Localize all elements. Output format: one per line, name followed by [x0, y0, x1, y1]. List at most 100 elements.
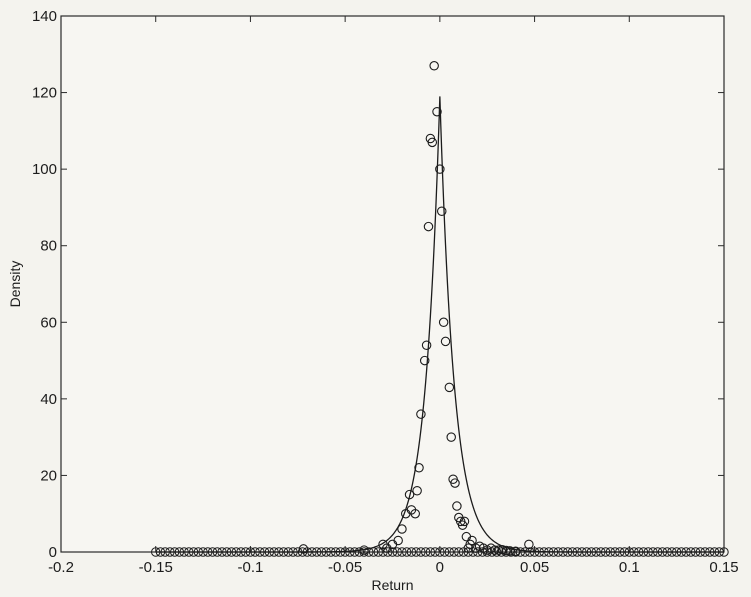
y-tick-label: 140 — [32, 8, 57, 25]
data-point — [490, 545, 500, 555]
baseline-marker — [558, 547, 568, 557]
baseline-marker — [397, 547, 407, 557]
plot-area-frame — [60, 15, 725, 553]
baseline-marker — [217, 547, 227, 557]
baseline-marker — [354, 547, 365, 557]
tick-labels: -0.2 -0.15 -0.1 -0.05 0 0.05 0.1 0.15 0 20 40 60 80 1… — [32, 8, 739, 576]
baseline-marker — [662, 547, 672, 557]
x-tick-label: -0.1 — [237, 559, 263, 576]
baseline-marker — [160, 547, 170, 557]
baseline-marker — [435, 547, 445, 557]
baseline-marker — [283, 547, 294, 557]
y-tick-label: 120 — [32, 85, 57, 102]
x-tick-label: -0.15 — [139, 559, 173, 576]
baseline-marker — [690, 547, 701, 557]
baseline-marker — [695, 547, 706, 557]
baseline-marker — [449, 547, 459, 557]
baseline-marker — [345, 547, 355, 557]
data-point — [429, 61, 439, 71]
baseline-marker — [586, 547, 597, 557]
baseline-marker — [340, 547, 350, 557]
data-point — [412, 485, 422, 496]
baseline-marker — [321, 547, 331, 557]
baseline-marker — [151, 547, 161, 557]
data-markers — [151, 61, 729, 557]
data-point — [421, 340, 432, 351]
baseline-marker — [563, 547, 573, 557]
baseline-marker — [312, 547, 322, 557]
baseline-marker — [657, 547, 668, 557]
fit-line — [155, 96, 724, 553]
data-point — [416, 409, 426, 419]
baseline-marker — [667, 547, 677, 557]
baseline-marker — [293, 547, 303, 557]
baseline-marker — [226, 547, 237, 557]
baseline-marker — [700, 547, 710, 557]
baseline-marker — [373, 547, 383, 557]
baseline-marker — [525, 547, 535, 557]
baseline-marker — [240, 547, 251, 557]
x-tick-label: 0.15 — [709, 559, 738, 576]
fit-line-group — [155, 96, 724, 553]
baseline-marker — [198, 547, 208, 557]
data-point — [435, 164, 445, 174]
y-tick-label: 60 — [40, 314, 57, 331]
baseline-marker — [392, 547, 402, 557]
baseline-marker — [591, 547, 601, 557]
baseline-marker — [619, 547, 630, 557]
baseline-marker — [406, 547, 417, 557]
baseline-marker — [544, 547, 554, 557]
data-point — [298, 544, 309, 554]
data-point — [497, 544, 508, 555]
baseline-marker — [686, 547, 696, 557]
baseline-marker — [653, 547, 663, 557]
x-tick-label: -0.2 — [48, 559, 74, 576]
data-point — [505, 546, 515, 556]
baseline-marker — [600, 547, 611, 557]
baseline-marker — [207, 547, 218, 557]
baseline-marker — [634, 547, 644, 557]
baseline-marker — [165, 547, 175, 557]
baseline-marker — [487, 547, 497, 557]
baseline-marker — [383, 547, 393, 557]
baseline-marker — [203, 547, 213, 557]
axis-ticks — [60, 15, 725, 553]
data-point — [452, 501, 462, 511]
data-point — [393, 535, 403, 546]
baseline-marker — [596, 547, 606, 557]
x-tick-label: -0.05 — [328, 559, 362, 576]
baseline-marker — [307, 547, 317, 557]
baseline-marker — [610, 547, 620, 557]
data-point — [359, 545, 369, 555]
baseline-marker — [714, 547, 724, 557]
data-point — [423, 221, 434, 232]
baseline-marker — [425, 547, 436, 557]
baseline-marker — [174, 547, 185, 557]
baseline-marker — [615, 547, 625, 557]
baseline-marker — [264, 547, 275, 557]
baseline-marker — [179, 547, 189, 557]
baseline-marker — [316, 547, 327, 557]
baseline-marker — [278, 547, 289, 557]
baseline-marker — [326, 547, 336, 557]
data-point — [440, 336, 451, 347]
baseline-marker — [288, 547, 298, 557]
baseline-marker — [416, 547, 426, 557]
baseline-marker — [184, 547, 194, 557]
baseline-marker — [430, 547, 440, 557]
baseline-marker — [368, 547, 379, 557]
baseline-marker — [155, 547, 166, 557]
x-tick-label: 0.05 — [520, 559, 549, 576]
baseline-marker — [676, 547, 687, 557]
baseline-marker — [222, 547, 232, 557]
baseline-marker — [274, 547, 284, 557]
baseline-marker — [605, 547, 616, 557]
baseline-marker — [330, 547, 341, 557]
baseline-marker — [624, 547, 634, 557]
data-point — [450, 478, 460, 488]
baseline-marker — [681, 547, 691, 557]
baseline-marker — [520, 547, 530, 557]
baseline-marker — [581, 547, 592, 557]
baseline-marker — [444, 547, 455, 557]
